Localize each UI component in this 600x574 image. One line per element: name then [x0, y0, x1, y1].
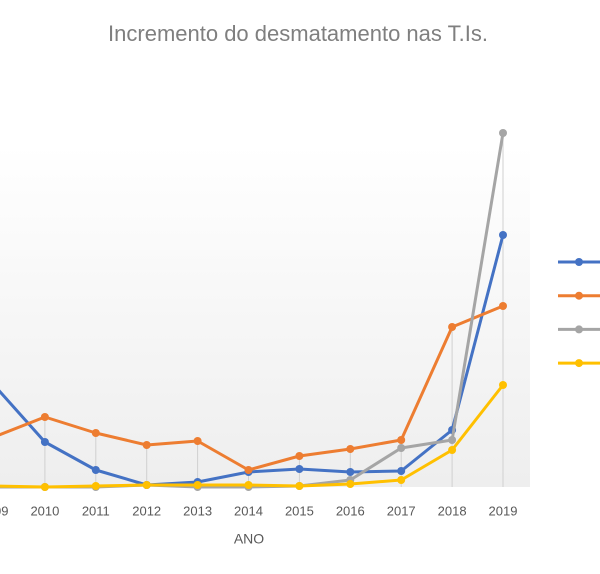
data-point	[295, 452, 304, 460]
data-point	[40, 438, 49, 446]
data-point	[499, 381, 507, 389]
data-point	[91, 466, 100, 474]
data-point	[397, 467, 406, 475]
x-tick-label: 2010	[30, 503, 59, 518]
legend-swatch-marker	[575, 325, 583, 334]
data-point	[448, 446, 457, 454]
plot-area	[0, 145, 530, 487]
legend-swatch-marker	[575, 359, 583, 368]
x-tick-label: 2017	[387, 503, 416, 518]
data-point	[295, 465, 304, 473]
data-point	[142, 441, 151, 449]
data-point	[499, 129, 507, 137]
data-point	[142, 481, 151, 489]
data-point	[397, 436, 406, 444]
data-point	[346, 480, 355, 488]
data-point	[295, 482, 304, 490]
data-point	[346, 468, 355, 476]
legend-swatch-marker	[575, 258, 583, 266]
legend	[558, 258, 600, 368]
data-point	[244, 466, 253, 474]
data-point	[499, 231, 507, 239]
x-tick-label: 2018	[438, 503, 467, 518]
x-tick-label: 2015	[285, 503, 314, 518]
legend-swatch-marker	[575, 291, 583, 300]
data-point	[40, 483, 49, 491]
x-tick-label: 2019	[489, 503, 518, 518]
x-axis-label: ANO	[234, 531, 264, 547]
x-tick-label: 2009	[0, 503, 8, 518]
data-point	[397, 476, 406, 484]
data-point	[91, 482, 100, 490]
x-tick-label: 2012	[132, 503, 161, 518]
x-tick-label: 2016	[336, 503, 365, 518]
data-point	[397, 444, 406, 452]
data-point	[91, 429, 100, 437]
data-point	[193, 481, 202, 489]
data-point	[448, 323, 457, 331]
data-point	[244, 481, 253, 489]
x-tick-label: 2014	[234, 503, 263, 518]
data-point	[40, 413, 49, 421]
x-tick-label: 2011	[82, 503, 110, 518]
x-tick-label: 2013	[183, 503, 212, 518]
data-point	[346, 445, 355, 453]
data-point	[499, 302, 507, 310]
data-point	[193, 437, 202, 445]
chart-title: Incremento do desmatamento nas T.Is.	[108, 21, 488, 46]
data-point	[448, 436, 457, 444]
